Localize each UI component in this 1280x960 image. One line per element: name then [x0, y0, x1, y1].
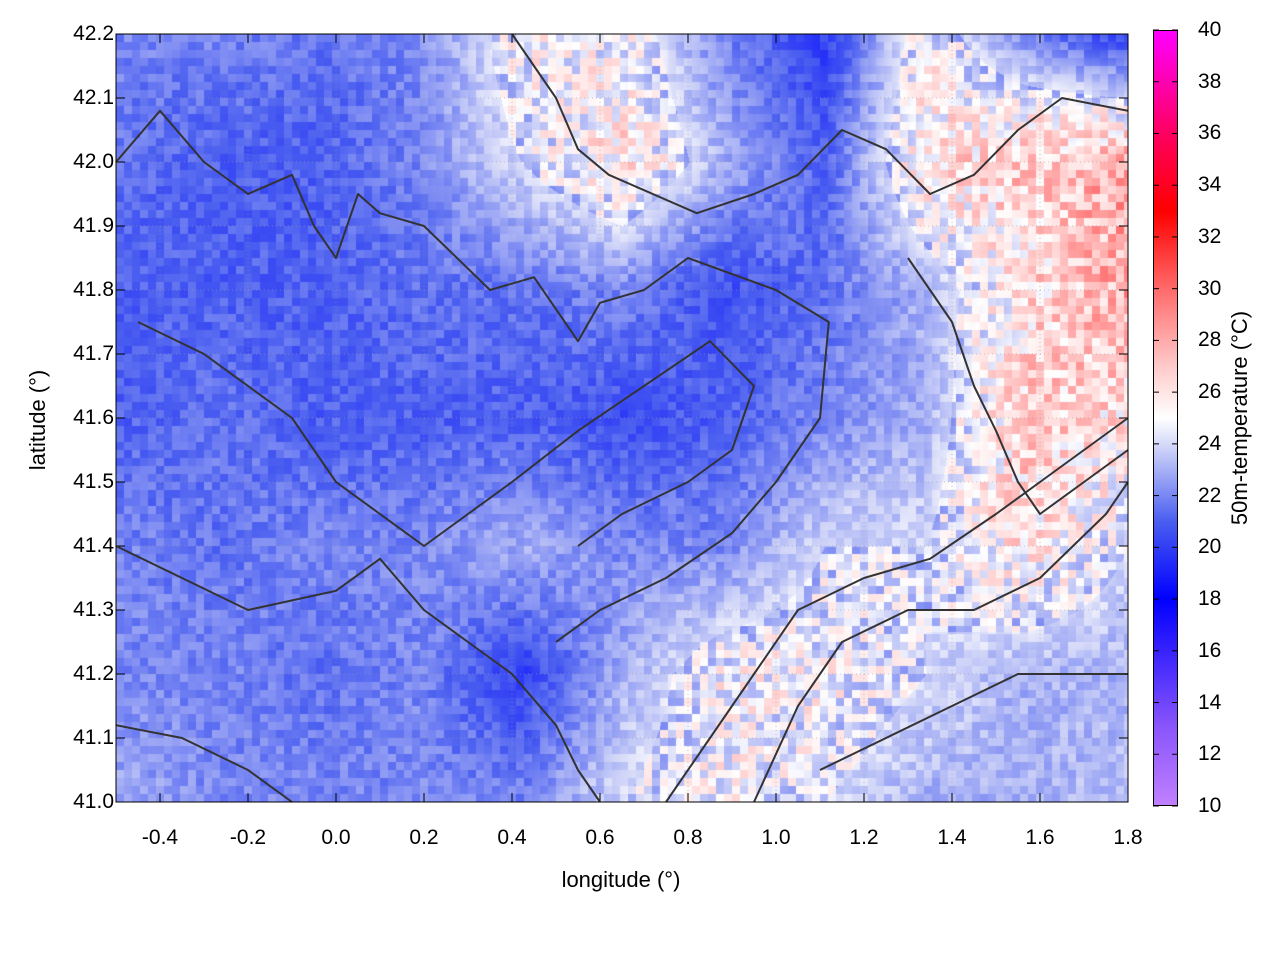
- x-tick-label: 1.6: [1025, 826, 1055, 849]
- y-tick-label: 42.2: [73, 22, 114, 45]
- x-tick-label: 0.0: [321, 826, 351, 849]
- colorbar-label: 50m-temperature (°C): [1227, 310, 1252, 526]
- plot-border: [115, 33, 1129, 803]
- x-axis-label: longitude (°): [561, 867, 681, 892]
- contour-line: [115, 724, 293, 803]
- y-tick-label: 41.5: [73, 470, 114, 493]
- contour-line: [137, 321, 755, 547]
- contour-line: [753, 481, 1129, 803]
- colorbar-tick-label: 24: [1198, 431, 1222, 455]
- y-tick-label: 42.0: [73, 150, 114, 173]
- colorbar-tick-label: 22: [1198, 483, 1222, 507]
- x-tick-label: 0.6: [585, 826, 615, 849]
- colorbar-tick-label: 36: [1198, 121, 1222, 145]
- colorbar-tick-label: 16: [1198, 638, 1222, 662]
- y-tick-label: 41.1: [73, 726, 114, 749]
- colorbar-tick-label: 30: [1198, 276, 1222, 300]
- y-tick-label: 41.7: [73, 342, 114, 365]
- colorbar-tick-label: 12: [1198, 742, 1222, 766]
- contour-line: [115, 109, 830, 643]
- x-tick-label: 0.2: [409, 826, 439, 849]
- y-tick-label: 41.2: [73, 662, 114, 685]
- colorbar-tick-label: 18: [1198, 587, 1222, 611]
- colorbar-tick-label: 40: [1198, 18, 1222, 41]
- y-tick-label: 41.4: [73, 534, 114, 557]
- contour-line: [907, 257, 1129, 515]
- y-tick-label: 41.6: [73, 406, 114, 429]
- colorbar-tick-label: 28: [1198, 328, 1222, 352]
- colorbar: [1153, 30, 1178, 806]
- colorbar-tick-label: 14: [1198, 690, 1222, 714]
- y-axis-label: latitude (°): [25, 369, 50, 471]
- y-tick-label: 41.9: [73, 214, 114, 237]
- x-tick-label: 1.8: [1113, 826, 1143, 849]
- colorbar-tick-label: 10: [1198, 794, 1222, 817]
- y-tick-label: 42.1: [73, 86, 114, 109]
- y-tick-label: 41.8: [73, 278, 114, 301]
- x-tick-label: 1.4: [937, 826, 967, 849]
- colorbar-tick-label: 20: [1198, 535, 1222, 559]
- y-tick-label: 41.0: [73, 790, 114, 813]
- x-tick-label: 1.2: [849, 826, 879, 849]
- colorbar-tick-label: 38: [1198, 69, 1222, 93]
- contour-line: [665, 417, 1129, 803]
- contour-line: [115, 545, 601, 803]
- colorbar-tick-label: 32: [1198, 224, 1222, 248]
- x-tick-label: -0.2: [229, 826, 267, 849]
- colorbar-tick-label: 26: [1198, 380, 1222, 404]
- x-tick-label: -0.4: [141, 826, 179, 849]
- colorbar-tick-label: 34: [1198, 173, 1222, 197]
- x-tick-label: 1.0: [761, 826, 791, 849]
- contour-line: [511, 33, 1129, 215]
- contour-line: [819, 673, 1128, 771]
- y-tick-label: 41.3: [73, 598, 114, 621]
- x-tick-label: 0.4: [497, 826, 527, 849]
- x-tick-label: 0.8: [673, 826, 703, 849]
